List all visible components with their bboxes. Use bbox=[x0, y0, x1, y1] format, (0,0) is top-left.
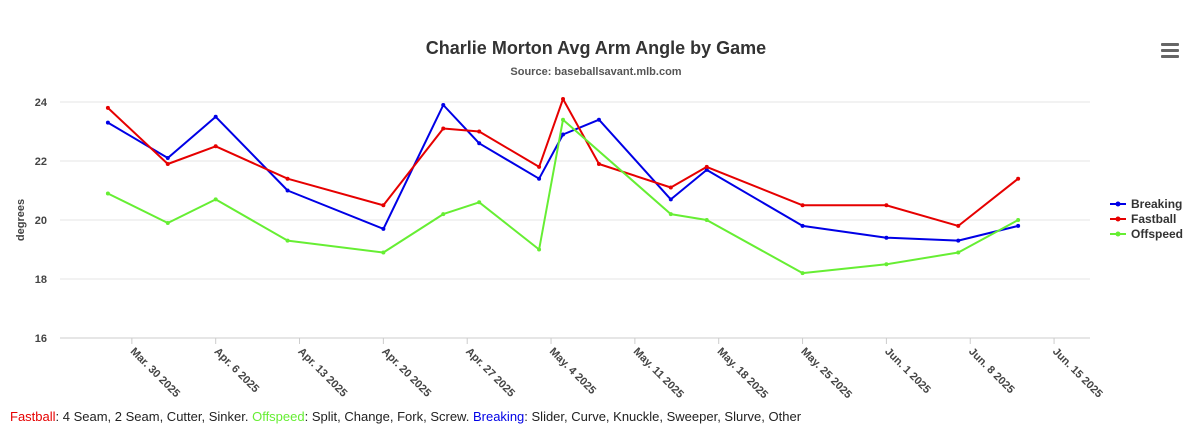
data-point-breaking[interactable] bbox=[668, 197, 673, 202]
data-point-offspeed[interactable] bbox=[800, 271, 805, 276]
legend-label: Offspeed bbox=[1131, 227, 1183, 241]
y-axis-title: degrees bbox=[15, 199, 27, 241]
y-tick-label: 24 bbox=[35, 97, 48, 109]
y-tick-label: 18 bbox=[35, 274, 47, 286]
series-line-fastball bbox=[107, 98, 1019, 227]
data-point-fastball[interactable] bbox=[381, 203, 386, 208]
data-point-fastball[interactable] bbox=[285, 176, 290, 181]
footnote-offspeed-label: Offspeed bbox=[252, 409, 305, 424]
data-point-fastball[interactable] bbox=[704, 164, 709, 169]
data-point-breaking[interactable] bbox=[165, 156, 170, 161]
legend-item-breaking[interactable]: Breaking bbox=[1110, 197, 1182, 211]
data-point-fastball[interactable] bbox=[668, 185, 673, 190]
data-point-fastball[interactable] bbox=[537, 164, 542, 169]
pitch-type-footnote: Fastball: 4 Seam, 2 Seam, Cutter, Sinker… bbox=[10, 409, 801, 424]
data-point-breaking[interactable] bbox=[884, 235, 889, 240]
data-point-fastball[interactable] bbox=[1016, 176, 1021, 181]
series-lines bbox=[105, 97, 1021, 276]
data-point-breaking[interactable] bbox=[561, 132, 566, 137]
data-point-offspeed[interactable] bbox=[285, 238, 290, 243]
x-tick-label: Apr. 27 2025 bbox=[463, 346, 517, 400]
data-point-offspeed[interactable] bbox=[477, 200, 482, 205]
data-point-fastball[interactable] bbox=[800, 203, 805, 208]
data-point-fastball[interactable] bbox=[956, 223, 961, 228]
data-point-breaking[interactable] bbox=[800, 223, 805, 228]
data-point-offspeed[interactable] bbox=[561, 117, 566, 122]
data-point-breaking[interactable] bbox=[441, 102, 446, 107]
legend-swatch-marker bbox=[1115, 201, 1121, 207]
x-tick-label: Apr. 13 2025 bbox=[295, 346, 349, 400]
data-point-offspeed[interactable] bbox=[441, 212, 446, 217]
data-point-fastball[interactable] bbox=[441, 126, 446, 131]
data-point-offspeed[interactable] bbox=[537, 247, 542, 252]
y-tick-label: 22 bbox=[35, 156, 47, 168]
x-tick-label: Jun. 15 2025 bbox=[1050, 346, 1105, 401]
data-point-offspeed[interactable] bbox=[704, 218, 709, 222]
x-tick-label: Jun. 1 2025 bbox=[882, 346, 932, 396]
legend-swatch-marker bbox=[1115, 231, 1121, 237]
x-tick-label: Mar. 30 2025 bbox=[128, 346, 182, 400]
legend-item-fastball[interactable]: Fastball bbox=[1110, 212, 1176, 226]
x-tick-label: May. 4 2025 bbox=[547, 346, 598, 397]
data-point-offspeed[interactable] bbox=[105, 191, 110, 196]
footnote-fastball-text: : 4 Seam, 2 Seam, Cutter, Sinker. bbox=[55, 409, 253, 424]
menu-bar-bottom bbox=[1161, 55, 1179, 58]
data-point-breaking[interactable] bbox=[105, 120, 110, 125]
menu-bar-middle bbox=[1161, 49, 1179, 52]
data-point-breaking[interactable] bbox=[477, 141, 482, 146]
footnote-fastball-label: Fastball bbox=[10, 409, 56, 424]
data-point-offspeed[interactable] bbox=[213, 197, 218, 202]
legend-label: Breaking bbox=[1131, 197, 1182, 211]
x-axis-ticks: Mar. 30 2025 Apr. 6 2025 Apr. 13 2025 Apr. … bbox=[128, 338, 1105, 401]
data-point-offspeed[interactable] bbox=[381, 250, 386, 255]
data-point-fastball[interactable] bbox=[561, 97, 566, 102]
data-point-fastball[interactable] bbox=[213, 144, 218, 149]
data-point-breaking[interactable] bbox=[1016, 223, 1021, 228]
data-point-fastball[interactable] bbox=[105, 105, 110, 110]
footnote-breaking-text: : Slider, Curve, Knuckle, Sweeper, Slurv… bbox=[524, 409, 802, 424]
x-tick-label: May. 11 2025 bbox=[631, 346, 686, 401]
legend-swatch-marker bbox=[1115, 216, 1121, 222]
footnote-offspeed-text: : Split, Change, Fork, Screw. bbox=[304, 409, 473, 424]
y-tick-label: 20 bbox=[35, 215, 47, 227]
data-point-offspeed[interactable] bbox=[1016, 218, 1021, 222]
x-tick-label: Apr. 6 2025 bbox=[212, 346, 262, 396]
data-point-offspeed[interactable] bbox=[165, 220, 170, 225]
data-point-breaking[interactable] bbox=[537, 176, 542, 181]
data-point-fastball[interactable] bbox=[477, 129, 482, 134]
x-tick-label: Apr. 20 2025 bbox=[379, 346, 433, 400]
x-tick-label: May. 25 2025 bbox=[798, 346, 853, 401]
data-point-offspeed[interactable] bbox=[956, 250, 961, 255]
x-tick-label: May. 18 2025 bbox=[715, 346, 770, 401]
legend-item-offspeed[interactable]: Offspeed bbox=[1110, 227, 1183, 241]
data-point-breaking[interactable] bbox=[285, 188, 290, 193]
data-point-breaking[interactable] bbox=[704, 167, 709, 172]
hamburger-menu-icon[interactable] bbox=[1161, 43, 1179, 59]
data-point-breaking[interactable] bbox=[956, 238, 961, 243]
data-point-fastball[interactable] bbox=[884, 203, 889, 208]
legend-label: Fastball bbox=[1131, 212, 1176, 226]
x-tick-label: Jun. 8 2025 bbox=[966, 346, 1016, 396]
data-point-breaking[interactable] bbox=[213, 114, 218, 119]
data-point-breaking[interactable] bbox=[596, 117, 601, 122]
footnote-breaking-label: Breaking bbox=[472, 409, 525, 424]
data-point-offspeed[interactable] bbox=[668, 212, 673, 217]
data-point-fastball[interactable] bbox=[596, 161, 601, 166]
data-point-offspeed[interactable] bbox=[884, 262, 889, 267]
data-point-breaking[interactable] bbox=[381, 226, 386, 231]
series-line-offspeed bbox=[107, 118, 1019, 275]
menu-bar-top bbox=[1161, 43, 1179, 46]
chart-subtitle: Source: baseballsavant.mlb.com bbox=[510, 66, 681, 78]
data-point-fastball[interactable] bbox=[165, 161, 170, 166]
gridlines bbox=[60, 101, 1090, 339]
y-axis-ticks: 16 18 20 22 24 bbox=[35, 97, 48, 345]
y-tick-label: 16 bbox=[35, 333, 47, 345]
chart-title: Charlie Morton Avg Arm Angle by Game bbox=[426, 38, 766, 58]
series-line-breaking bbox=[107, 104, 1019, 242]
